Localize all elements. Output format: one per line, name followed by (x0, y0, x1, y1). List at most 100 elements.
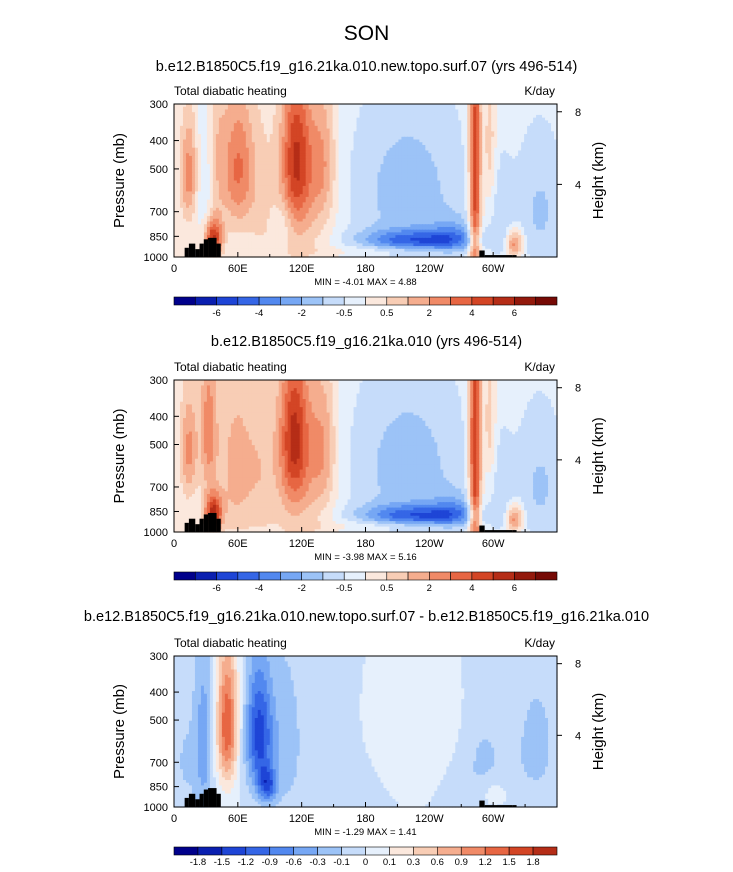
colorbar-swatch (535, 296, 558, 306)
colorbar-swatch (237, 571, 260, 581)
colorbar-label: -1.5 (214, 857, 230, 868)
colorbar-label: -2 (297, 308, 305, 319)
colorbar-label: -2 (297, 583, 305, 594)
colorbar-swatch (301, 571, 324, 581)
colorbar-swatch (216, 296, 239, 306)
right-tick-label: 8 (575, 383, 581, 395)
chart-panel-3: Total diabatic heating K/day3004005007008… (111, 636, 607, 868)
x-tick-label: 60E (228, 813, 248, 825)
colorbar: -1.8 -1.5 -1.2 -0.9 -0.6 -0.3 -0.1 0 0.1 0.3 0.6 0.… (173, 846, 558, 868)
colorbar-swatch (280, 571, 302, 581)
colorbar-label: 0.5 (380, 583, 393, 594)
colorbar-label: 4 (469, 308, 474, 319)
right-tick-label: 4 (575, 730, 581, 742)
colorbar-label: -4 (255, 583, 263, 594)
colorbar-swatch (365, 296, 388, 306)
colorbar: -6 -4 -2 -0.5 0.5 2 4 6 (173, 571, 558, 594)
colorbar-swatch (173, 846, 199, 856)
units-label: K/day (524, 84, 555, 98)
colorbar-swatch (429, 296, 451, 306)
y-tick-label: 1000 (144, 527, 168, 539)
colorbar-label: 0.6 (431, 857, 444, 868)
y-tick-label: 700 (150, 482, 168, 494)
colorbar-swatch (194, 571, 217, 581)
colorbar-swatch (460, 846, 486, 856)
colorbar-swatch (535, 571, 558, 581)
colorbar-label: -6 (212, 308, 220, 319)
contour-fill (174, 104, 558, 258)
colorbar-swatch (365, 571, 388, 581)
colorbar-swatch (269, 846, 294, 856)
colorbar-swatch (173, 571, 196, 581)
colorbar-label: 0.5 (380, 308, 393, 319)
contour-fill (174, 656, 558, 808)
colorbar-swatch (343, 571, 366, 581)
x-tick-label: 120W (415, 538, 444, 550)
colorbar-swatch (317, 846, 342, 856)
colorbar-swatch (413, 846, 438, 856)
colorbar-label: 0.9 (455, 857, 468, 868)
colorbar-swatch (237, 296, 260, 306)
panel-1-title: b.e12.B1850C5.f19_g16.21ka.010.new.topo.… (0, 59, 733, 75)
colorbar-swatch (514, 296, 537, 306)
colorbar-label: 6 (512, 583, 517, 594)
chart-panel-1: Total diabatic heating K/day 300 400 500 700 8… (111, 84, 607, 319)
x-tick-label: 120W (415, 263, 444, 275)
colorbar-label: -6 (212, 583, 220, 594)
colorbar-swatch (492, 571, 515, 581)
x-tick-label: 180 (356, 813, 374, 825)
contour-fill (174, 380, 558, 533)
x-tick-label: 60E (228, 538, 248, 550)
colorbar-swatch (471, 296, 494, 306)
colorbar-label: -0.5 (336, 583, 352, 594)
panel-2-title: b.e12.B1850C5.f19_g16.21ka.010 (yrs 496-… (0, 334, 733, 350)
colorbar-label: 1.5 (503, 857, 516, 868)
colorbar-swatch (407, 296, 430, 306)
right-axis-title: Height (km) (590, 142, 607, 220)
x-tick-label: 60W (482, 538, 505, 550)
y-tick-label: 400 (150, 411, 168, 423)
x-tick-label: 0 (171, 538, 177, 550)
y-tick-label: 700 (150, 207, 168, 219)
colorbar-label: 2 (427, 583, 432, 594)
topography-mask (184, 788, 517, 807)
colorbar-swatch (471, 571, 494, 581)
colorbar-swatch (389, 846, 414, 856)
colorbar-label: -0.3 (309, 857, 325, 868)
y-tick-label: 300 (150, 651, 168, 663)
colorbar-swatch (258, 571, 281, 581)
colorbar-label: 6 (512, 308, 517, 319)
y-tick-label: 700 (150, 757, 168, 769)
x-tick-label: 60W (482, 813, 505, 825)
colorbar: -6 -4 -2 -0.5 0.5 2 4 6 (173, 296, 558, 319)
colorbar-swatch (194, 296, 217, 306)
x-tick-label: 120W (415, 813, 444, 825)
units-label: K/day (524, 360, 555, 374)
x-tick-label: 180 (356, 538, 374, 550)
y-axis-title: Pressure (mb) (111, 408, 128, 503)
colorbar-swatch (216, 571, 239, 581)
colorbar-swatch (245, 846, 271, 856)
colorbar-swatch (514, 571, 537, 581)
min-max-stats: MIN = -4.01 MAX = 4.88 (314, 277, 416, 288)
right-tick-label: 8 (575, 107, 581, 119)
y-tick-label: 1000 (144, 802, 168, 814)
x-tick-label: 120E (289, 813, 315, 825)
y-tick-label: 400 (150, 136, 168, 148)
y-axis-title: Pressure (mb) (111, 684, 128, 779)
x-tick-label: 120E (289, 538, 315, 550)
colorbar-label: 2 (427, 308, 432, 319)
colorbar-swatch (343, 296, 366, 306)
page-title: SON (0, 22, 733, 46)
min-max-stats: MIN = -1.29 MAX = 1.41 (314, 827, 416, 838)
colorbar-label: 0.3 (407, 857, 420, 868)
x-tick-label: 0 (171, 813, 177, 825)
colorbar-swatch (173, 296, 196, 306)
left-string: Total diabatic heating (174, 636, 287, 650)
colorbar-swatch (365, 846, 390, 856)
colorbar-label: 4 (469, 583, 474, 594)
y-tick-label: 500 (150, 715, 168, 727)
x-tick-label: 120E (289, 263, 315, 275)
colorbar-label: -4 (255, 308, 263, 319)
colorbar-label: -1.2 (238, 857, 254, 868)
